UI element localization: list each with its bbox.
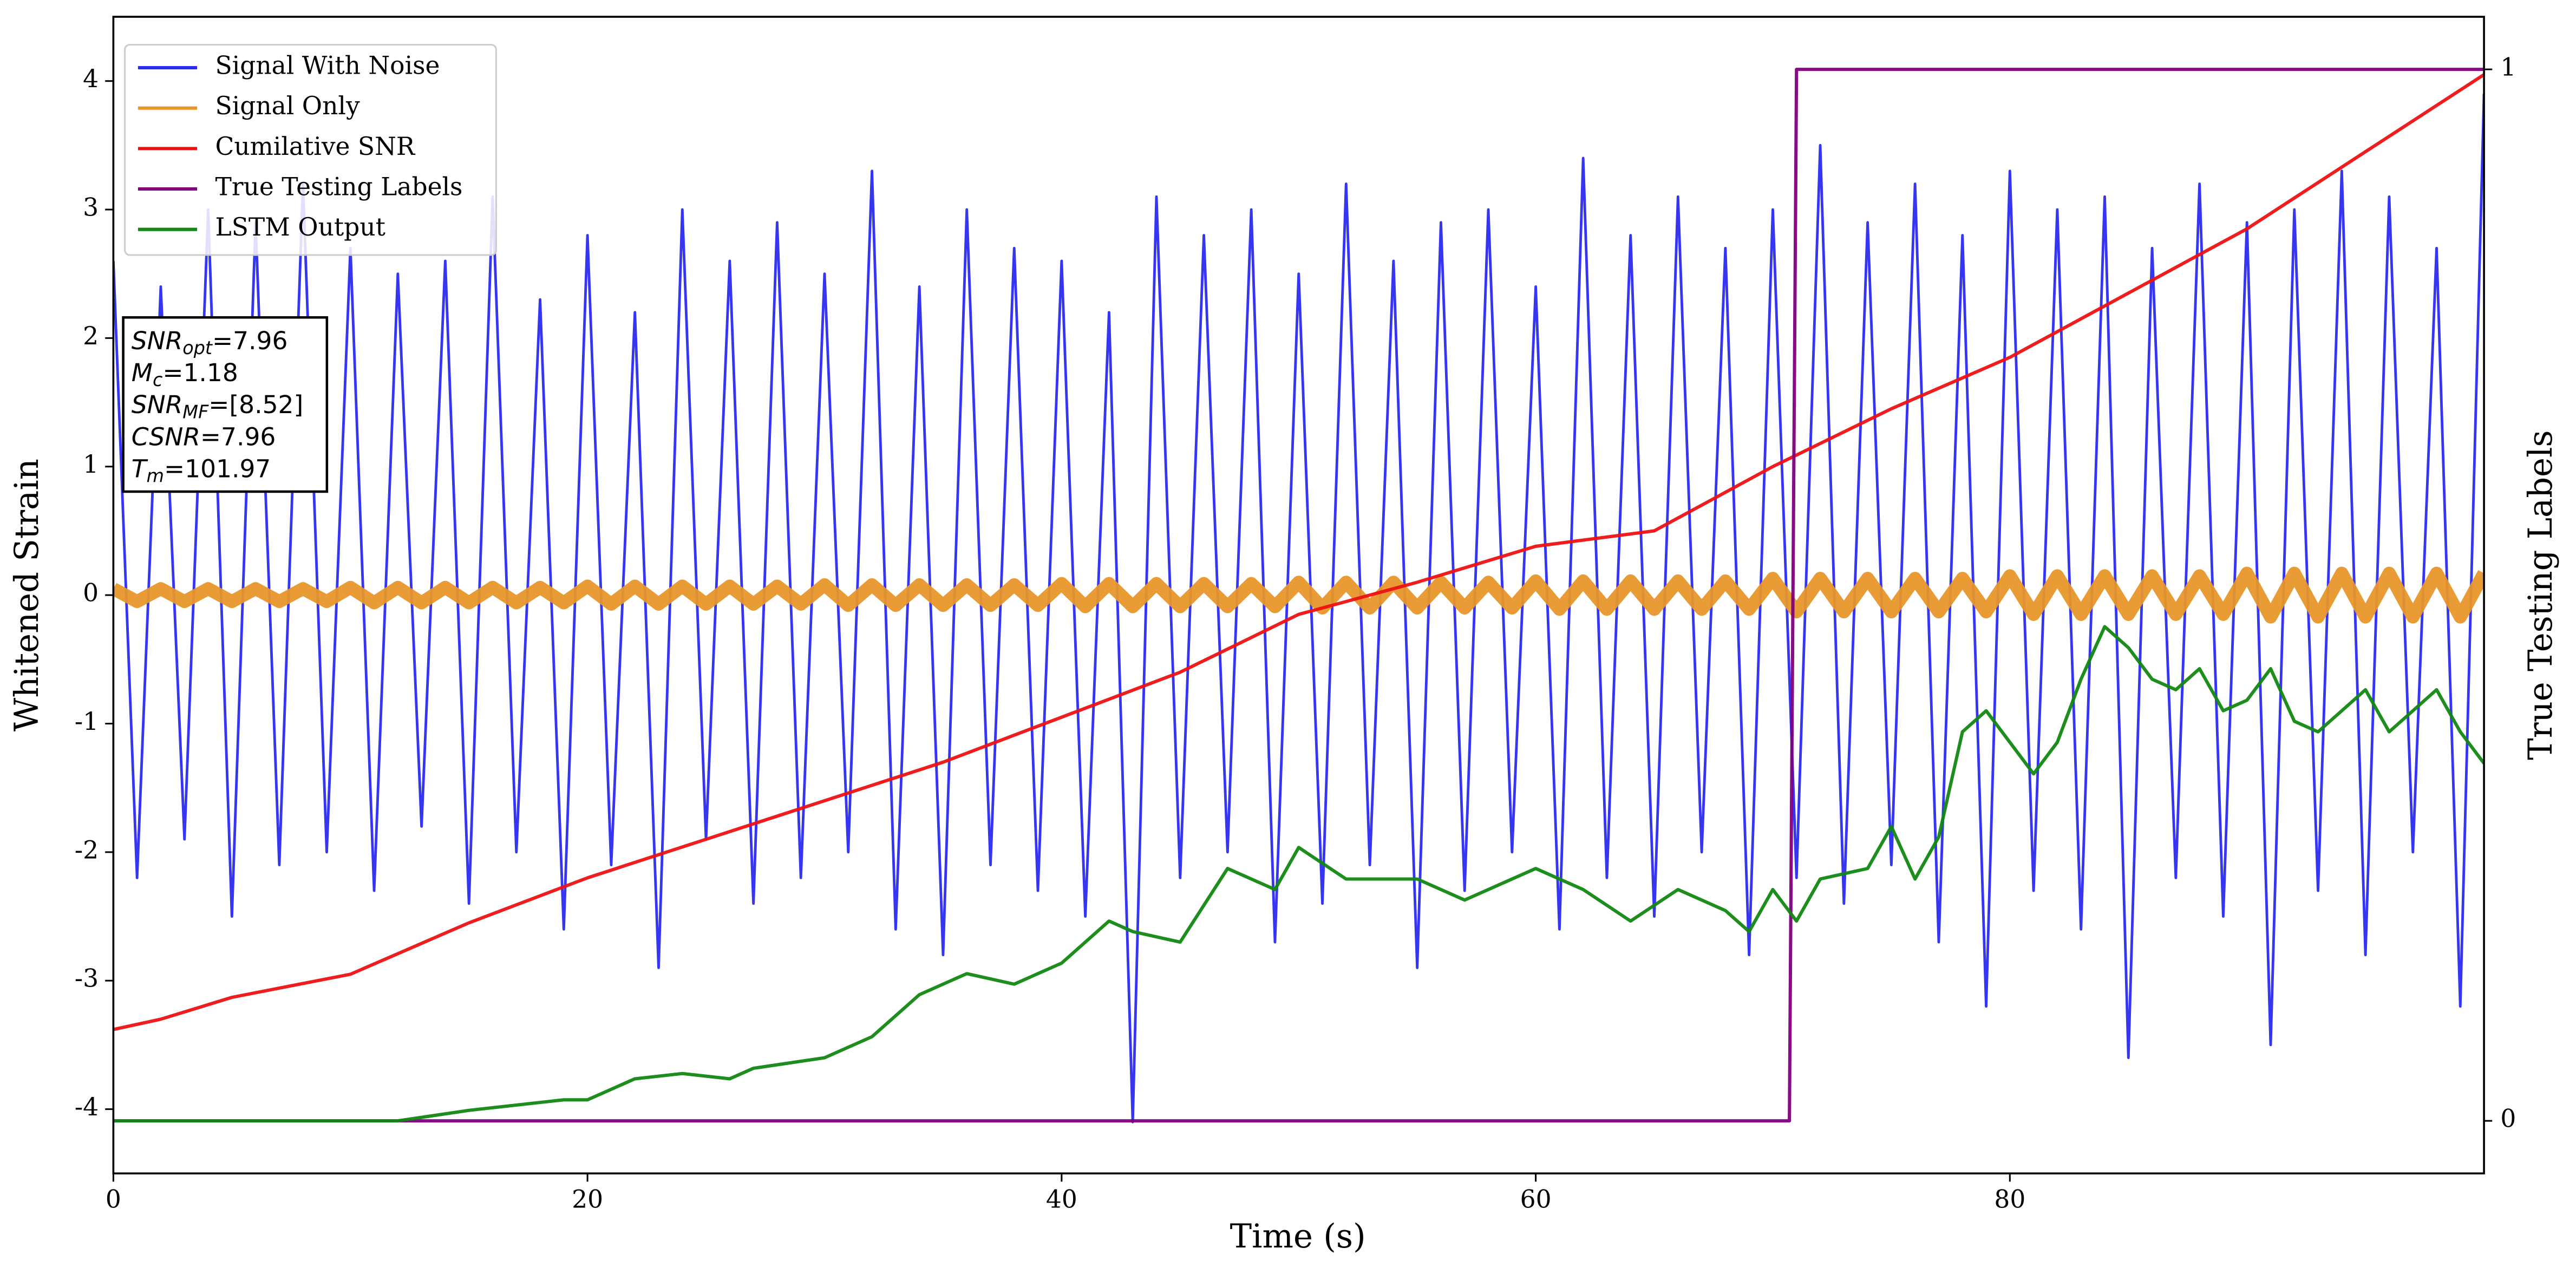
annotation-text: SNRopt=7.96 xyxy=(132,326,288,358)
annotation-value: =7.96 xyxy=(212,326,287,355)
legend-box xyxy=(124,44,497,256)
y-tick-label: 3 xyxy=(83,193,99,222)
y-tick-label: 1 xyxy=(83,450,99,479)
series-line xyxy=(113,566,2485,624)
annotation-subscript: c xyxy=(153,369,162,390)
y2-tick-label: 1 xyxy=(2500,53,2516,82)
x-tick-label: 0 xyxy=(106,1185,121,1213)
y-tick-label: -2 xyxy=(75,835,99,864)
legend: Signal With Noise Signal Only Cumilative S… xyxy=(124,44,497,256)
legend-label: Signal With Noise xyxy=(215,51,440,80)
y-tick-label: 2 xyxy=(83,322,99,350)
y-tick-label: -1 xyxy=(75,707,99,736)
annotation-value: =[8.52] xyxy=(208,390,303,419)
y2-axis-label: True Testing Labels xyxy=(2522,430,2560,760)
annotation-box xyxy=(122,316,329,493)
annotation-symbol: SNR xyxy=(132,390,183,419)
annotation-value: =1.18 xyxy=(162,358,238,387)
legend-label: Signal Only xyxy=(215,92,360,120)
annotation-symbol: T xyxy=(132,454,148,483)
annotation-subscript: opt xyxy=(182,337,213,358)
annotation-text: Mc=1.18 xyxy=(132,358,238,390)
legend-label: True Testing Labels xyxy=(215,173,463,201)
y-tick-label: 0 xyxy=(83,579,99,607)
legend-label: LSTM Output xyxy=(215,213,385,241)
x-tick-label: 60 xyxy=(1520,1185,1552,1213)
annotation-subscript: m xyxy=(147,465,165,486)
series-line xyxy=(113,94,2485,1123)
series-line xyxy=(113,73,2485,1031)
annotation: SNRopt=7.96Mc=1.18SNRMF=[8.52]CSNR=7.96T… xyxy=(122,316,329,493)
legend-label: Cumilative SNR xyxy=(215,132,416,161)
annotation-symbol: M xyxy=(132,358,153,387)
x-tick-label: 20 xyxy=(572,1185,603,1213)
x-axis-label: Time (s) xyxy=(1230,1218,1366,1256)
series-line xyxy=(113,68,2485,1123)
y2-tick-label: 0 xyxy=(2500,1105,2516,1133)
y-tick-label: 4 xyxy=(83,64,99,93)
annotation-symbol: CSNR xyxy=(132,422,200,451)
annotation-text: SNRMF=[8.52] xyxy=(132,390,303,422)
y-axis-label: Whitened Strain xyxy=(8,459,46,731)
annotation-value: =7.96 xyxy=(200,422,276,451)
series-line xyxy=(113,625,2485,1123)
annotation-symbol: SNR xyxy=(132,326,183,355)
x-tick-label: 40 xyxy=(1046,1185,1077,1213)
annotation-subscript: MF xyxy=(182,401,209,422)
annotation-value: =101.97 xyxy=(164,454,271,483)
annotation-text: Tm=101.97 xyxy=(132,454,271,486)
y-tick-label: -4 xyxy=(75,1093,99,1121)
annotation-text: CSNR=7.96 xyxy=(132,422,276,451)
y-tick-label: -3 xyxy=(75,964,99,993)
x-tick-label: 80 xyxy=(1994,1185,2025,1213)
